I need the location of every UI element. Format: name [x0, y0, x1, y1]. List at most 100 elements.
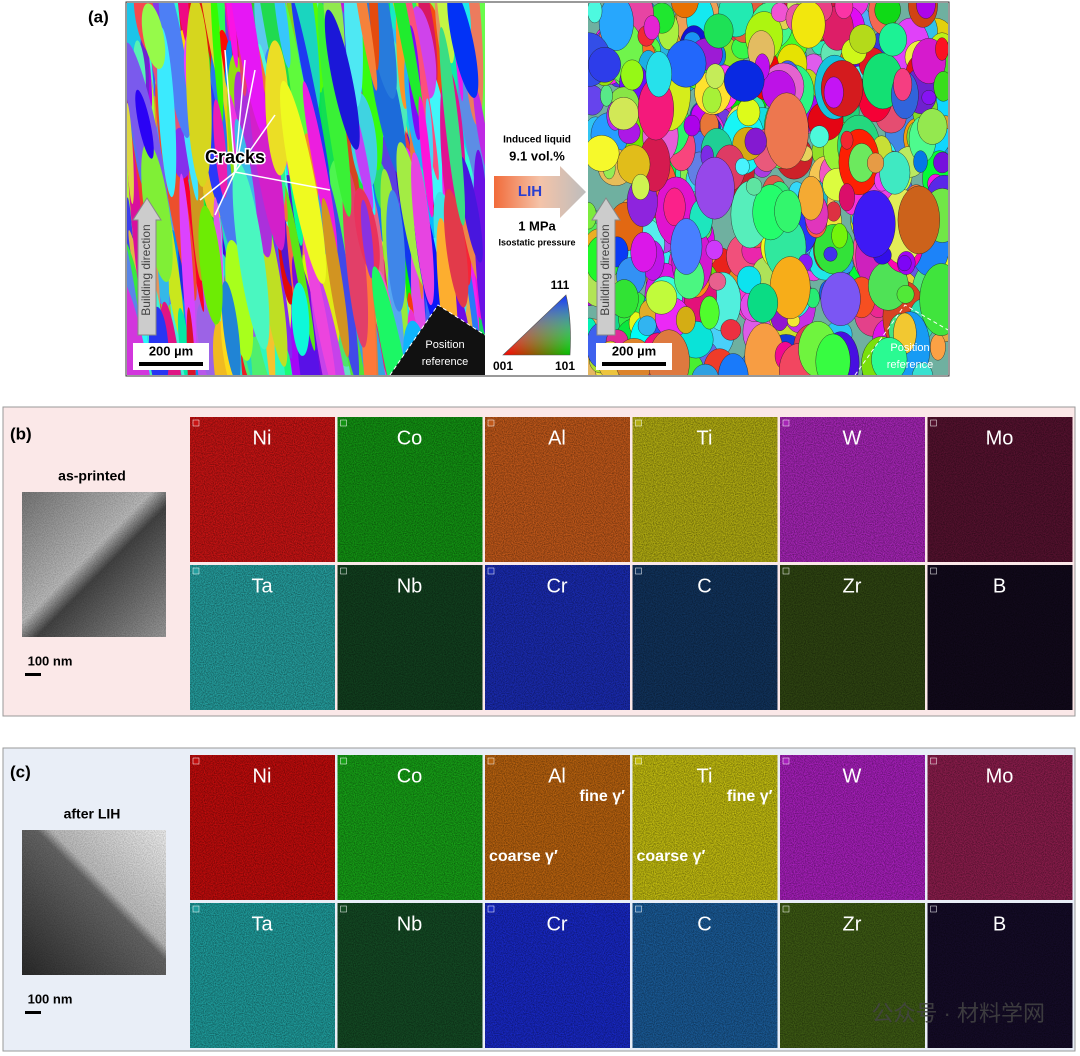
- position-label: Position: [890, 342, 929, 354]
- grain: [588, 3, 603, 24]
- phase-label: fine γ′: [579, 788, 625, 805]
- grain: [897, 255, 912, 272]
- direction-arrow: [132, 197, 162, 336]
- grain: [135, 89, 154, 159]
- grain: [280, 80, 327, 284]
- grain: [291, 282, 310, 356]
- direction-arrow: [591, 197, 621, 336]
- ipf-triangle-top: [502, 294, 571, 356]
- ipf-label: 101: [555, 359, 575, 373]
- panel-label: (a): [88, 7, 109, 26]
- element-label: Co: [397, 427, 423, 449]
- position-ref: [389, 304, 486, 376]
- grain: [774, 189, 802, 233]
- eds-swatch: [635, 567, 642, 575]
- element-label: Ti: [697, 427, 713, 449]
- position-label: reference: [887, 359, 933, 371]
- position-label: Position: [425, 339, 464, 351]
- grain: [705, 63, 725, 89]
- eds-noise: [485, 565, 630, 710]
- eds-noise: [780, 565, 925, 710]
- position-dark: [390, 305, 485, 375]
- process-arrow: [494, 166, 586, 218]
- grain: [411, 152, 435, 306]
- grain: [418, 96, 434, 218]
- element-label: Co: [397, 765, 423, 787]
- grain: [185, 3, 212, 187]
- grain: [933, 71, 948, 102]
- crack-arrow: [234, 69, 256, 173]
- grain: [702, 85, 722, 114]
- grain: [694, 156, 735, 220]
- eds-noise: [927, 903, 1073, 1048]
- scale-label: 100 nm: [28, 653, 73, 668]
- grain: [852, 190, 896, 258]
- crack-arrow: [214, 171, 236, 216]
- crack-arrow: [234, 59, 246, 173]
- eds-noise: [485, 903, 630, 1048]
- grain: [637, 315, 657, 336]
- grain: [368, 3, 380, 71]
- grain: [849, 24, 877, 54]
- eds-noise: [927, 417, 1073, 562]
- eds-swatch: [635, 757, 642, 765]
- grain: [158, 3, 191, 138]
- crack-arrow: [234, 171, 331, 191]
- grain: [221, 280, 241, 375]
- scale-bar: [25, 673, 41, 676]
- scale-label: 100 nm: [28, 991, 73, 1006]
- grain: [913, 150, 928, 173]
- grain: [459, 3, 471, 34]
- grain: [676, 306, 696, 334]
- grain: [643, 15, 661, 40]
- eds-swatch: [782, 757, 790, 765]
- scale-label: 200 µm: [149, 343, 193, 358]
- grain: [127, 102, 134, 204]
- grain: [919, 263, 948, 336]
- element-label: Ti: [697, 765, 713, 787]
- direction-label: Building direction: [598, 224, 612, 315]
- eds-swatch: [635, 419, 642, 427]
- grain: [346, 3, 378, 91]
- grain: [224, 3, 238, 69]
- element-label: W: [843, 427, 862, 449]
- grain: [324, 9, 360, 150]
- element-label: Al: [548, 765, 566, 787]
- panel-caption: after LIH: [64, 806, 121, 822]
- eds-noise: [632, 565, 778, 710]
- cracks-label: Cracks: [205, 147, 265, 167]
- grain: [815, 333, 851, 375]
- scale-bar: [139, 362, 203, 366]
- grain: [879, 151, 911, 195]
- element-label: B: [993, 575, 1006, 597]
- eds-noise: [780, 417, 925, 562]
- panel-label: (b): [10, 424, 32, 443]
- grain: [867, 152, 884, 174]
- crack-arrow: [199, 171, 236, 201]
- grain: [736, 98, 761, 127]
- eds-swatch: [340, 757, 347, 765]
- grain: [921, 90, 937, 105]
- grain: [896, 285, 915, 304]
- annotations: Cracks Building direction Building directi…: [10, 49, 1073, 1048]
- eds-noise: [337, 903, 483, 1048]
- grain: [826, 201, 842, 222]
- position-label: reference: [422, 356, 468, 368]
- grain: [265, 40, 290, 176]
- phase-label: fine γ′: [727, 788, 773, 805]
- grain: [930, 333, 946, 361]
- element-label: C: [697, 913, 711, 935]
- eds-swatch: [930, 567, 937, 575]
- grain: [645, 51, 672, 98]
- grain: [198, 205, 223, 325]
- process-label: LIH: [518, 183, 542, 200]
- element-label: Zr: [843, 575, 862, 597]
- grain: [723, 59, 765, 102]
- grain: [360, 199, 374, 279]
- element-label: Cr: [546, 913, 567, 935]
- grain: [439, 27, 466, 226]
- grain: [703, 13, 734, 49]
- eds-noise: [190, 417, 335, 562]
- phase-label: coarse γ′: [637, 848, 706, 865]
- eds-swatch: [782, 567, 790, 575]
